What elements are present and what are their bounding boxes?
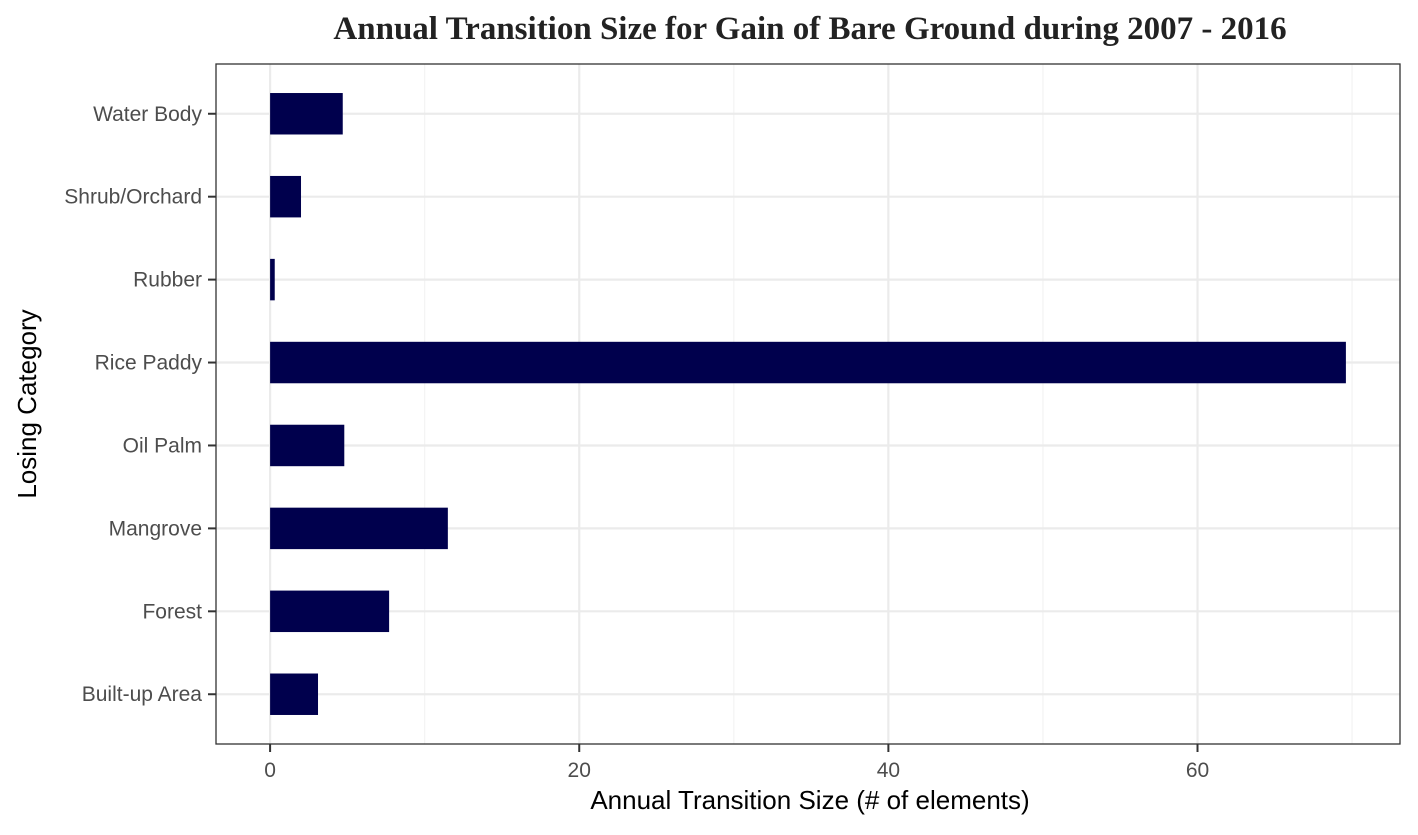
x-tick-label-20: 20	[568, 759, 591, 782]
bar-forest	[270, 590, 390, 633]
y-axis-title: Losing Category	[12, 309, 42, 498]
bar-rubber	[270, 258, 275, 301]
chart-title: Annual Transition Size for Gain of Bare …	[333, 11, 1286, 47]
bar-oil-palm	[270, 424, 345, 467]
y-tick-label-built-up-area: Built-up Area	[82, 683, 203, 706]
bar-mangrove	[270, 507, 448, 550]
bars-layer	[270, 93, 1346, 715]
y-tick-label-oil-palm: Oil Palm	[123, 434, 202, 457]
bar-shrub-orchard	[270, 175, 302, 218]
grid-layer	[216, 64, 1400, 744]
bar-built-up-area	[270, 673, 319, 715]
y-tick-label-rubber: Rubber	[133, 269, 202, 292]
x-tick-label-40: 40	[877, 759, 900, 782]
y-tick-label-shrub-orchard: Shrub/Orchard	[64, 186, 202, 209]
x-axis-title: Annual Transition Size (# of elements)	[590, 785, 1029, 815]
y-tick-label-mangrove: Mangrove	[109, 517, 202, 540]
x-tick-label-60: 60	[1186, 759, 1209, 782]
x-tick-label-0: 0	[264, 759, 276, 782]
y-tick-label-forest: Forest	[142, 600, 202, 623]
plot-panel-border	[215, 63, 1401, 745]
x-axis: 0 20 40 60	[264, 744, 1209, 782]
y-tick-label-rice-paddy: Rice Paddy	[95, 352, 203, 375]
y-tick-label-water-body: Water Body	[93, 103, 202, 126]
bar-rice-paddy	[270, 341, 1346, 384]
y-axis: Built-up Area Forest Mangrove Oil Palm Rice …	[64, 103, 216, 706]
bar-water-body	[270, 93, 343, 135]
